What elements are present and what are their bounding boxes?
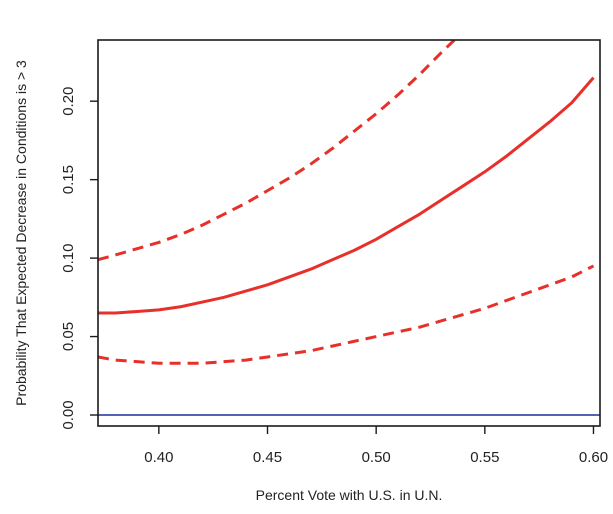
- y-tick-label: 0.10: [60, 244, 77, 273]
- x-tick-label: 0.40: [144, 449, 173, 466]
- series-line-2: [98, 40, 456, 262]
- y-tick-label: 0.00: [60, 400, 77, 429]
- x-axis-label: Percent Vote with U.S. in U.N.: [256, 487, 443, 503]
- plot-frame: [97, 39, 601, 427]
- y-tick-label: 0.20: [60, 87, 77, 116]
- series-line-3: [98, 264, 595, 365]
- x-tick-label: 0.45: [253, 449, 282, 466]
- y-axis-label: Probability That Expected Decrease in Co…: [13, 60, 29, 406]
- y-axis: 0.00 0.05 0.10 0.15 0.20: [60, 87, 98, 430]
- x-tick-label: 0.55: [470, 449, 499, 466]
- x-tick-label: 0.50: [362, 449, 391, 466]
- series-layer: [98, 40, 600, 416]
- y-tick-label: 0.15: [60, 165, 77, 194]
- series-line-1: [98, 76, 595, 315]
- x-axis: 0.40 0.45 0.50 0.55 0.60: [144, 426, 608, 466]
- x-tick-label: 0.60: [579, 449, 608, 466]
- y-tick-label: 0.05: [60, 322, 77, 351]
